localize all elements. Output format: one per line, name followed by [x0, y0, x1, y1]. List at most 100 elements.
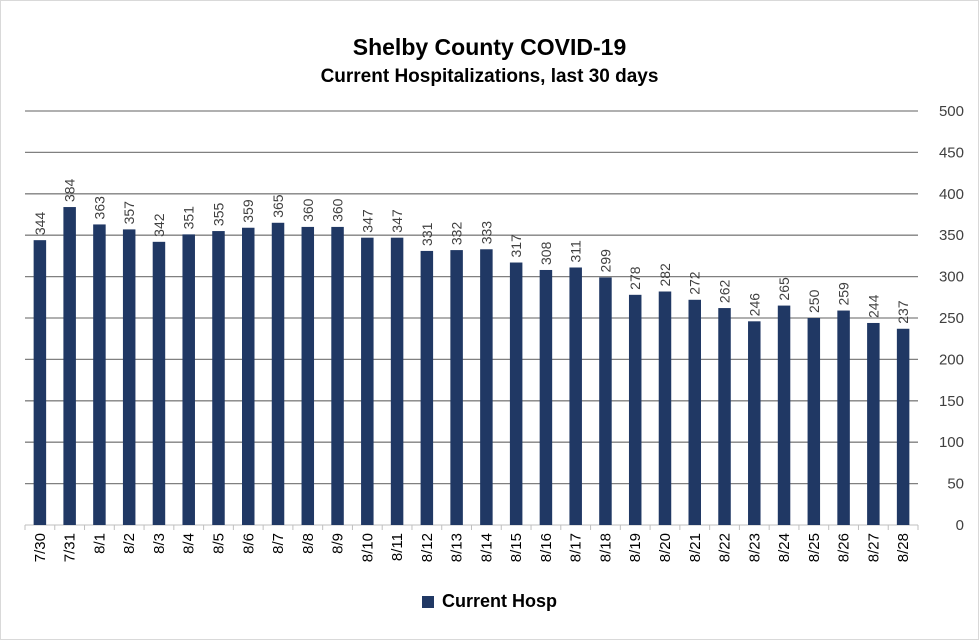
bar	[331, 226, 344, 526]
x-tick-label: 8/7	[270, 533, 287, 554]
x-tick-label: 8/21	[687, 533, 704, 562]
bar	[33, 240, 47, 525]
data-label: 344	[32, 212, 48, 236]
x-tick-label: 8/5	[210, 533, 227, 554]
x-tick-label: 8/1	[91, 533, 108, 554]
legend-swatch	[421, 595, 434, 608]
data-label: 360	[300, 198, 316, 222]
x-tick-label: 8/25	[806, 533, 823, 562]
data-label: 259	[836, 282, 852, 306]
bar	[837, 310, 850, 525]
bar	[688, 299, 701, 525]
data-label: 246	[746, 293, 762, 317]
x-tick-label: 8/14	[478, 533, 495, 562]
y-tick-label: 200	[939, 351, 964, 368]
legend-label: Current Hosp	[441, 591, 557, 611]
x-tick-label: 8/12	[419, 533, 436, 562]
x-tick-label: 8/16	[538, 533, 555, 562]
data-label: 332	[449, 222, 465, 246]
bar	[807, 318, 821, 525]
bar	[63, 207, 76, 525]
bar	[93, 224, 106, 525]
bar	[242, 227, 255, 526]
data-label: 342	[151, 213, 167, 237]
bar	[569, 267, 582, 525]
data-label: 262	[717, 279, 733, 303]
data-label: 384	[62, 178, 78, 202]
data-label: 363	[91, 196, 107, 220]
x-tick-label: 8/11	[389, 533, 406, 561]
y-tick-label: 300	[939, 269, 964, 286]
x-tick-label: 8/2	[121, 533, 138, 554]
data-label: 359	[240, 199, 256, 223]
bar	[182, 234, 195, 525]
bar	[867, 322, 880, 525]
data-label: 317	[508, 234, 524, 258]
x-tick-label: 8/27	[865, 533, 882, 562]
x-tick-label: 8/18	[597, 533, 614, 562]
bar	[271, 222, 285, 525]
x-tick-label: 8/22	[717, 533, 734, 562]
x-tick-label: 8/3	[151, 533, 168, 554]
y-tick-label: 50	[947, 476, 964, 493]
data-label: 308	[538, 241, 554, 265]
data-label: 299	[597, 249, 613, 273]
y-tick-label: 100	[939, 434, 964, 451]
y-tick-label: 0	[956, 517, 964, 534]
y-tick-label: 150	[939, 393, 964, 410]
bar	[480, 249, 493, 525]
bar	[450, 250, 463, 525]
x-tick-label: 8/19	[627, 533, 644, 562]
bar	[539, 269, 553, 525]
x-tick-label: 8/13	[449, 533, 466, 562]
x-tick-label: 8/10	[359, 533, 376, 562]
data-label: 365	[270, 194, 286, 218]
data-label: 311	[568, 240, 584, 263]
data-label: 351	[181, 206, 197, 230]
bar	[896, 328, 910, 525]
y-tick-label: 250	[939, 310, 964, 327]
x-tick-label: 8/15	[508, 533, 525, 562]
data-label: 357	[121, 201, 137, 225]
y-tick-label: 500	[939, 103, 964, 120]
y-tick-label: 400	[939, 186, 964, 203]
data-label: 237	[895, 300, 911, 324]
x-tick-label: 8/24	[776, 533, 793, 562]
bar	[122, 229, 136, 526]
y-tick-label: 450	[939, 144, 964, 161]
chart-title: Shelby County COVID-19	[352, 34, 627, 60]
x-tick-label: 8/8	[300, 533, 317, 554]
x-tick-label: 7/31	[62, 533, 79, 562]
bar	[658, 291, 672, 525]
data-label: 360	[330, 198, 346, 222]
x-tick-label: 8/23	[746, 533, 763, 562]
bar	[361, 237, 374, 525]
chart-title-block: Shelby County COVID-19 Current Hospitali…	[1, 31, 978, 91]
bar	[777, 305, 791, 525]
data-label: 331	[419, 222, 435, 246]
bar	[390, 237, 404, 525]
data-label: 282	[657, 263, 673, 287]
x-tick-label: 8/6	[240, 533, 257, 554]
bar	[301, 226, 315, 526]
data-label: 333	[478, 221, 494, 245]
data-label: 244	[865, 294, 881, 318]
bar	[212, 231, 225, 525]
data-label: 347	[359, 209, 375, 233]
data-label: 250	[806, 289, 822, 313]
x-tick-label: 8/4	[181, 533, 198, 554]
x-tick-label: 7/30	[32, 533, 49, 562]
bar	[599, 277, 612, 525]
data-label: 272	[687, 271, 703, 295]
x-tick-label: 8/26	[836, 533, 853, 562]
data-label: 265	[776, 277, 792, 301]
bar	[718, 308, 731, 525]
chart-legend: Current Hosp	[1, 591, 978, 612]
bar	[748, 321, 761, 525]
chart-subtitle: Current Hospitalizations, last 30 days	[320, 66, 659, 87]
data-label: 347	[389, 209, 405, 233]
data-label: 278	[627, 266, 643, 290]
bar	[509, 262, 523, 525]
